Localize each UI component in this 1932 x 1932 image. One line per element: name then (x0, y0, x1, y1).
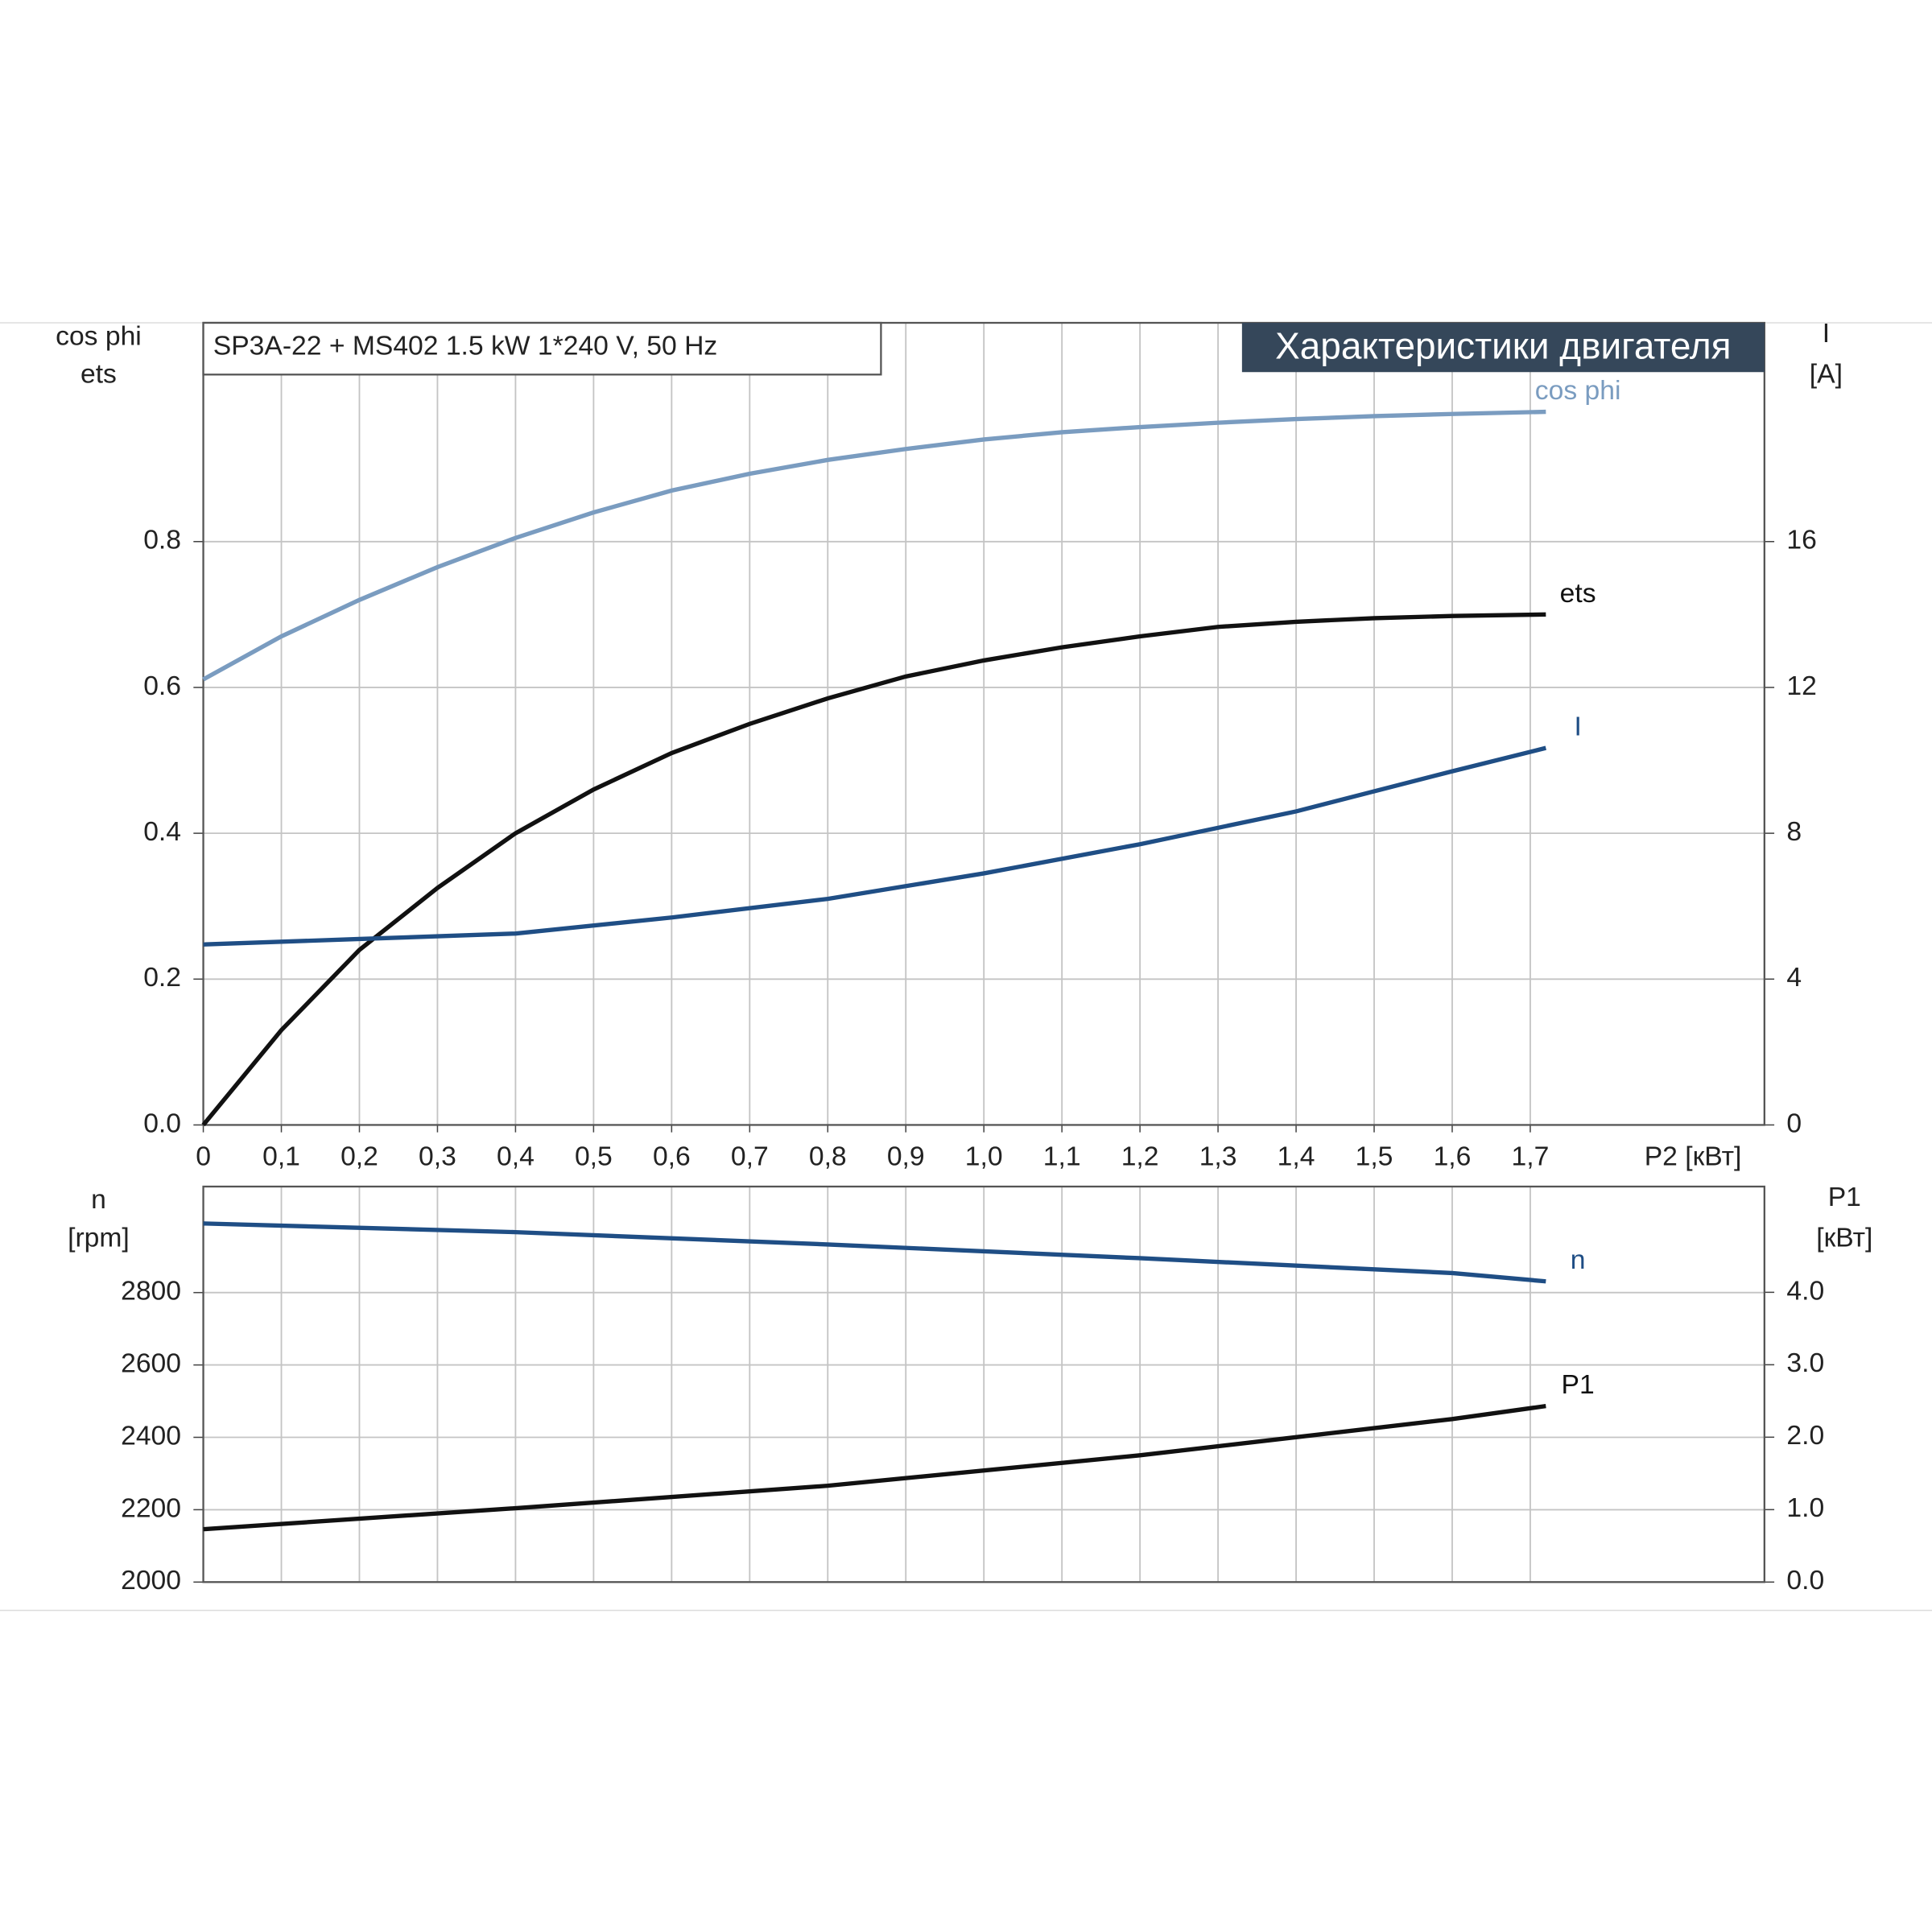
y2-axis-label: [кВт] (1816, 1224, 1872, 1253)
x-tick-label: 0 (196, 1142, 211, 1172)
y2-tick-label: 8 (1786, 817, 1802, 847)
title-box (202, 321, 882, 376)
y2-tick-label: 4 (1786, 963, 1802, 993)
plot-frame (202, 1185, 1765, 1583)
y-tick-label: 2200 (121, 1493, 181, 1523)
y-tick-label: 2600 (121, 1348, 181, 1378)
y-tick-label: 2400 (121, 1421, 181, 1451)
x-tick-label: 0,4 (497, 1142, 535, 1172)
x-tick-label: 0,1 (262, 1142, 300, 1172)
y2-tick-label: 16 (1786, 526, 1816, 555)
x-tick-label: 0,6 (653, 1142, 691, 1172)
chart-subtitle: Характеристики двигателя (1275, 324, 1731, 366)
y2-axis-label: I (1823, 319, 1830, 349)
chart-title: SP3A-22 + MS402 1.5 kW 1*240 V, 50 Hz (213, 332, 717, 361)
y2-tick-label: 4.0 (1786, 1276, 1824, 1306)
y2-tick-label: 0 (1786, 1108, 1802, 1138)
y-tick-label: 2800 (121, 1277, 181, 1307)
series-label: cos phi (1535, 376, 1621, 406)
y-axis-label: cos phi (56, 321, 142, 351)
series-label: n (1571, 1245, 1586, 1275)
series-line (201, 612, 1546, 1127)
y-tick-label: 0.0 (143, 1108, 181, 1138)
y2-tick-label: 3.0 (1786, 1348, 1824, 1378)
y-axis-label: [rpm] (68, 1224, 130, 1253)
y2-tick-label: 12 (1786, 671, 1816, 701)
x-tick-label: 1,3 (1199, 1142, 1237, 1172)
x-tick-label: 0,3 (419, 1142, 456, 1172)
y-tick-label: 2000 (121, 1566, 181, 1596)
y-tick-label: 0.2 (143, 963, 181, 993)
series-line (203, 1403, 1546, 1532)
x-tick-label: 0,8 (809, 1142, 847, 1172)
x-tick-label: 1,4 (1278, 1142, 1315, 1172)
x-tick-label: 1,1 (1043, 1142, 1081, 1172)
x-tick-label: 0,9 (887, 1142, 925, 1172)
x-tick-label: 0,7 (731, 1142, 769, 1172)
series-label: P1 (1562, 1370, 1595, 1400)
series-line (203, 745, 1546, 947)
y2-axis-label: [A] (1810, 360, 1843, 390)
series-line (203, 1221, 1546, 1284)
subtitle-badge (1241, 323, 1765, 373)
x-tick-label: 1,6 (1434, 1142, 1472, 1172)
x-tick-label: 0,5 (575, 1142, 613, 1172)
series-line (202, 409, 1546, 682)
y-tick-label: 0.4 (143, 817, 181, 847)
x-tick-label: 0,2 (341, 1142, 378, 1172)
y-tick-label: 0.8 (143, 526, 181, 555)
y2-tick-label: 0.0 (1786, 1566, 1824, 1596)
y2-axis-label: P1 (1828, 1183, 1861, 1212)
plot-frame (202, 321, 1765, 1126)
x-tick-label: 1,5 (1356, 1142, 1393, 1172)
x-tick-label: 1,7 (1512, 1142, 1550, 1172)
y2-tick-label: 2.0 (1786, 1421, 1824, 1451)
series-label: I (1574, 712, 1581, 742)
y-tick-label: 0.6 (143, 671, 181, 701)
x-tick-label: 1,2 (1121, 1142, 1159, 1172)
y-axis-label: ets (80, 360, 117, 390)
x-axis-label: P2 [кВт] (1645, 1142, 1742, 1172)
y-axis-label: n (91, 1185, 106, 1215)
series-label: ets (1560, 579, 1596, 609)
x-tick-label: 1,0 (965, 1142, 1003, 1172)
y2-tick-label: 1.0 (1786, 1493, 1824, 1523)
